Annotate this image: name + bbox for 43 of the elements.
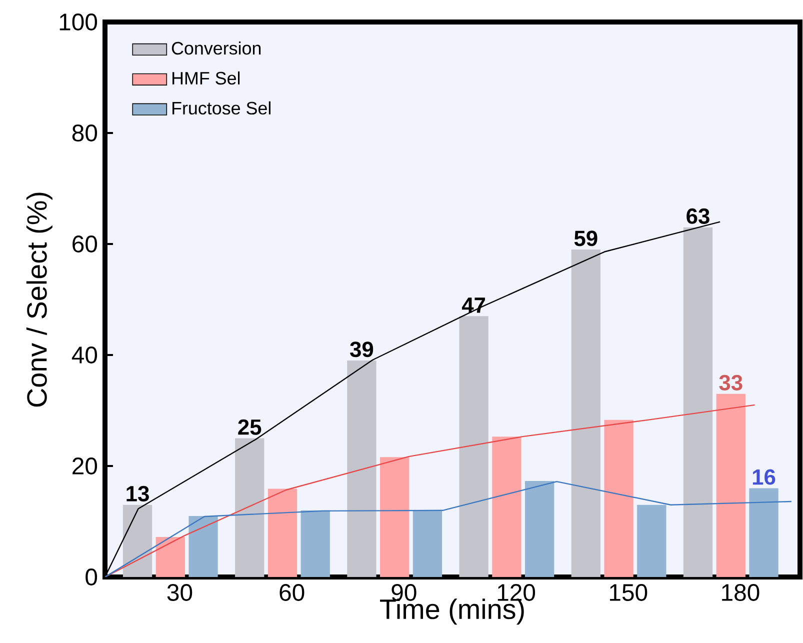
- bar: [524, 480, 554, 577]
- x-tick-label: 30: [167, 584, 192, 601]
- bar: [683, 227, 713, 577]
- x-tick-label: 60: [280, 584, 304, 601]
- bar: [412, 510, 442, 577]
- bar: [492, 436, 522, 577]
- x-tick-label: 180: [722, 584, 760, 601]
- bar: [749, 488, 778, 577]
- data-label: 25: [238, 419, 262, 435]
- legend-label: Fructose Sel: [172, 101, 270, 115]
- x-tick-label: 90: [392, 584, 416, 601]
- y-tick-label: 20: [72, 458, 98, 474]
- y-tick-label: 80: [72, 124, 98, 142]
- bar: [380, 457, 410, 577]
- y-tick-label: 40: [72, 346, 98, 364]
- bar: [122, 504, 152, 577]
- data-label: 13: [126, 486, 149, 502]
- bar: [571, 250, 600, 577]
- legend-label: Conversion: [172, 41, 261, 55]
- bar: [459, 316, 488, 577]
- bar: [235, 438, 264, 577]
- x-tick-label: 150: [610, 584, 648, 601]
- bar: [716, 394, 746, 577]
- y-tick-label: 100: [60, 14, 98, 30]
- y-tick-label: 60: [72, 236, 98, 252]
- y-axis-title: Conv / Select (%): [26, 192, 52, 407]
- x-axis-title: Time (mins): [380, 598, 524, 625]
- bar: [637, 504, 666, 577]
- data-label: 39: [350, 342, 374, 358]
- legend-label: HMF Sel: [172, 71, 240, 85]
- data-label: 33: [719, 374, 742, 390]
- data-label: 47: [462, 298, 486, 313]
- y-tick-label: 0: [86, 568, 98, 586]
- data-label: 16: [752, 469, 776, 485]
- bar: [188, 516, 218, 577]
- bar: [604, 420, 634, 577]
- bar: [156, 537, 185, 577]
- x-tick-label: 120: [498, 584, 536, 601]
- bar: [347, 360, 376, 577]
- data-label: 59: [574, 230, 598, 246]
- bar: [300, 510, 330, 577]
- data-label: 63: [686, 208, 710, 224]
- bar: [268, 488, 298, 577]
